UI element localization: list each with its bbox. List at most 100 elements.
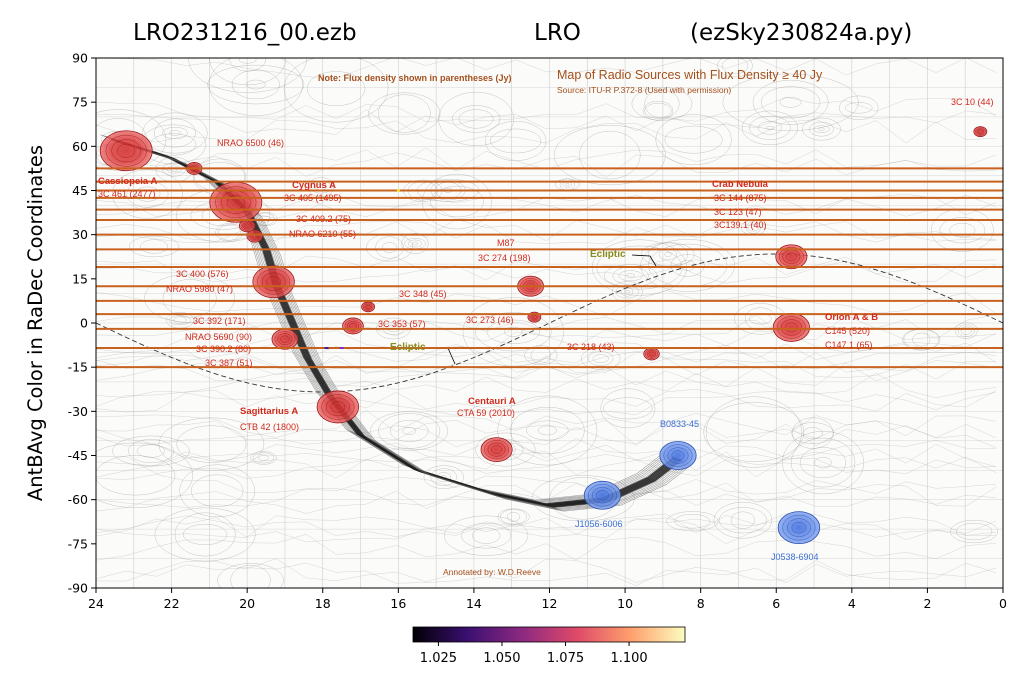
source-label: NRAO 5980 (47): [166, 284, 233, 294]
y-tick-label: -90: [68, 581, 88, 596]
colorbar-tick-label: 1.075: [547, 651, 584, 666]
source-label: 3C 405 (1495): [284, 193, 342, 203]
map-contour: [96, 119, 997, 144]
map-contour: [96, 454, 997, 479]
y-tick-label: 60: [72, 139, 88, 154]
map-contour: [497, 395, 598, 466]
radio-source-marker: [252, 265, 295, 299]
radio-source-contour: [240, 220, 254, 231]
map-contour: [168, 315, 192, 326]
map-contour: [422, 173, 492, 230]
map-contour: [444, 515, 529, 556]
radio-source-contour: [782, 514, 816, 541]
map-contour: [730, 511, 755, 529]
radio-source-contour: [591, 487, 613, 504]
map-contour: [655, 114, 732, 166]
map-contour: [461, 522, 512, 549]
radio-source-marker: [342, 317, 364, 335]
map-contour: [802, 117, 841, 141]
radio-source-marker: [973, 126, 988, 138]
map-contour: [154, 118, 196, 148]
map-contour: [158, 417, 265, 471]
map-contour: [96, 562, 997, 586]
source-label: Sagittarius A: [240, 406, 298, 417]
map-contour: [176, 425, 247, 463]
x-axis-ticks: 24 22 20 18 16 14 12 10 8 6 4 2 0: [88, 588, 1007, 611]
radio-source-contour: [491, 445, 503, 454]
radio-source-contour: [215, 186, 257, 219]
plot-area: Cassiopeia A 3C 461 (2477) NRAO 6500 (46) C…: [96, 58, 1003, 588]
map-contour: [588, 351, 614, 366]
map-contour: [96, 517, 997, 544]
map-contour: [166, 165, 182, 174]
map-contour: [307, 177, 334, 198]
map-contour: [96, 329, 997, 355]
source-label: 3C 400 (576): [176, 269, 229, 279]
y-tick-label: -75: [68, 536, 88, 551]
radio-source-contour: [117, 143, 136, 158]
map-contour: [96, 390, 997, 416]
radio-source-contour: [274, 331, 296, 348]
map-contour: [749, 115, 791, 140]
map-contour: [799, 447, 847, 479]
map-contour: [250, 451, 277, 465]
source-label: 3C139.1 (40): [714, 220, 767, 230]
radio-source-contour: [646, 350, 657, 358]
source-label: 3C 409.2 (75): [296, 214, 351, 224]
map-annotations: Note: Flux density shown in parentheses …: [318, 68, 823, 577]
scan-lines: [96, 167, 1003, 369]
ecliptic-label-left: Ecliptic: [390, 342, 426, 353]
map-header: Map of Radio Sources with Flux Density ≥…: [557, 68, 823, 82]
title-left: LRO231216_00.ezb: [133, 20, 357, 46]
radio-source-marker: [209, 181, 263, 223]
map-contour: [537, 425, 557, 436]
map-contour: [142, 112, 208, 154]
map-contour: [680, 259, 696, 272]
radio-source-contour: [531, 315, 537, 320]
title-right: (ezSky230824a.py): [690, 20, 912, 46]
radio-source-contour: [261, 272, 286, 291]
radio-source-contour: [344, 319, 362, 333]
map-contour: [664, 252, 672, 257]
map-contour: [600, 388, 656, 429]
source-label: NRAO 6210 (55): [289, 229, 356, 239]
map-contour: [128, 235, 180, 258]
map-contour: [207, 64, 305, 105]
map-contour: [238, 58, 257, 64]
map-contour: [96, 96, 997, 122]
x-tick-label: 6: [772, 596, 780, 611]
radio-source-contour: [330, 401, 346, 413]
title-center: LRO: [534, 20, 581, 46]
map-contour: [96, 351, 997, 375]
map-contour: [531, 475, 635, 522]
map-contour: [458, 109, 494, 129]
radio-source-marker: [772, 313, 810, 342]
map-contour: [644, 102, 672, 119]
y-tick-label: -30: [68, 404, 88, 419]
map-contour: [96, 436, 997, 461]
radio-source-contour: [791, 521, 807, 534]
map-contour: [475, 312, 552, 352]
source-label: J0538-6904: [771, 552, 819, 562]
map-contour: [96, 109, 997, 135]
radio-source-contour: [266, 276, 281, 288]
map-contour: [666, 511, 719, 532]
radio-source-contour: [975, 127, 986, 136]
radio-source-contour: [784, 322, 798, 333]
radio-source-contour: [776, 316, 806, 339]
map-contour: [430, 185, 484, 218]
ecliptic-path: [96, 253, 1003, 393]
source-label: C145 (520): [825, 326, 870, 336]
y-tick-label: -60: [68, 492, 88, 507]
radio-source-contour: [977, 129, 983, 134]
scan-mark: [324, 347, 329, 350]
map-contour: [96, 373, 997, 399]
map-contour: [182, 523, 228, 545]
source-label: CTA 59 (2010): [457, 408, 515, 418]
flux-note: Note: Flux density shown in parentheses …: [318, 73, 512, 83]
map-contour: [782, 431, 864, 495]
y-tick-label: -15: [68, 360, 88, 375]
radio-source-contour: [321, 394, 355, 420]
source-label: NRAO 5690 (90): [185, 332, 252, 342]
map-contour: [954, 322, 978, 339]
